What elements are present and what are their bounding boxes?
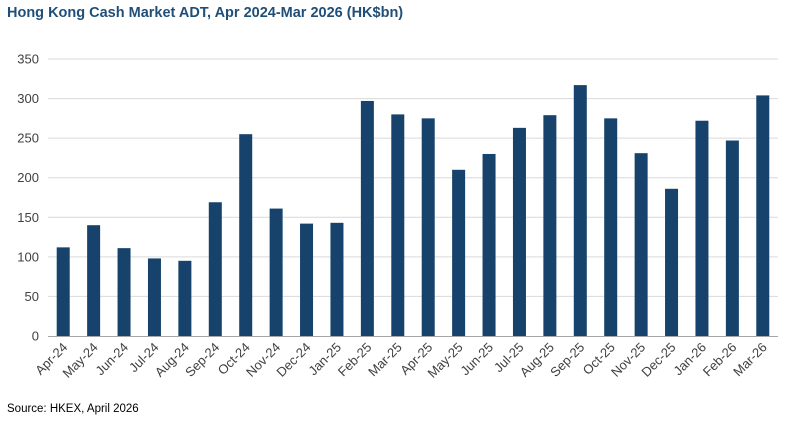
x-tick-label: Mar-25 [365, 340, 405, 380]
bar-chart: 050100150200250300350Apr-24May-24Jun-24J… [17, 52, 778, 381]
bar-jul-25 [512, 127, 526, 337]
y-tick-label: 300 [17, 91, 39, 106]
bar-apr-25 [421, 118, 435, 336]
bar-jun-24 [117, 248, 131, 336]
x-tick-label: Sep-25 [547, 340, 587, 380]
x-tick-label: Jun-25 [457, 340, 496, 379]
y-tick-label: 200 [17, 170, 39, 185]
x-tick-label: Jun-24 [92, 340, 131, 379]
bars [56, 85, 770, 337]
bar-feb-26 [725, 140, 739, 336]
bar-mar-26 [756, 95, 770, 336]
bar-jul-24 [147, 258, 161, 336]
bar-nov-25 [634, 153, 648, 336]
x-tick-label: Mar-26 [730, 340, 770, 380]
bar-sep-25 [573, 85, 587, 336]
gridlines [48, 58, 778, 297]
bar-aug-24 [178, 260, 192, 336]
y-tick-label: 350 [17, 52, 39, 67]
bar-may-25 [452, 169, 466, 336]
bar-feb-25 [360, 100, 374, 337]
bar-sep-24 [208, 202, 222, 336]
x-tick-label: Dec-25 [638, 340, 678, 380]
bar-nov-24 [269, 208, 283, 336]
y-tick-label: 50 [25, 289, 39, 304]
chart-title: Hong Kong Cash Market ADT, Apr 2024-Mar … [7, 5, 404, 21]
x-tick-label: Sep-24 [182, 340, 222, 380]
x-tick-label: Dec-24 [273, 340, 313, 380]
bar-aug-25 [543, 115, 557, 336]
chart-source: Source: HKEX, April 2026 [7, 403, 139, 415]
bar-jan-25 [330, 222, 344, 336]
y-tick-label: 0 [32, 329, 39, 344]
bar-may-24 [87, 225, 101, 336]
bar-oct-24 [239, 134, 253, 336]
bar-apr-24 [56, 247, 70, 336]
bar-jan-26 [695, 120, 709, 336]
y-tick-label: 150 [17, 210, 39, 225]
bar-jun-25 [482, 153, 496, 336]
bar-mar-25 [391, 114, 405, 337]
y-tick-label: 250 [17, 131, 39, 146]
bar-dec-24 [300, 223, 314, 336]
y-tick-label: 100 [17, 249, 39, 264]
bar-dec-25 [665, 188, 679, 336]
bar-oct-25 [604, 118, 618, 336]
